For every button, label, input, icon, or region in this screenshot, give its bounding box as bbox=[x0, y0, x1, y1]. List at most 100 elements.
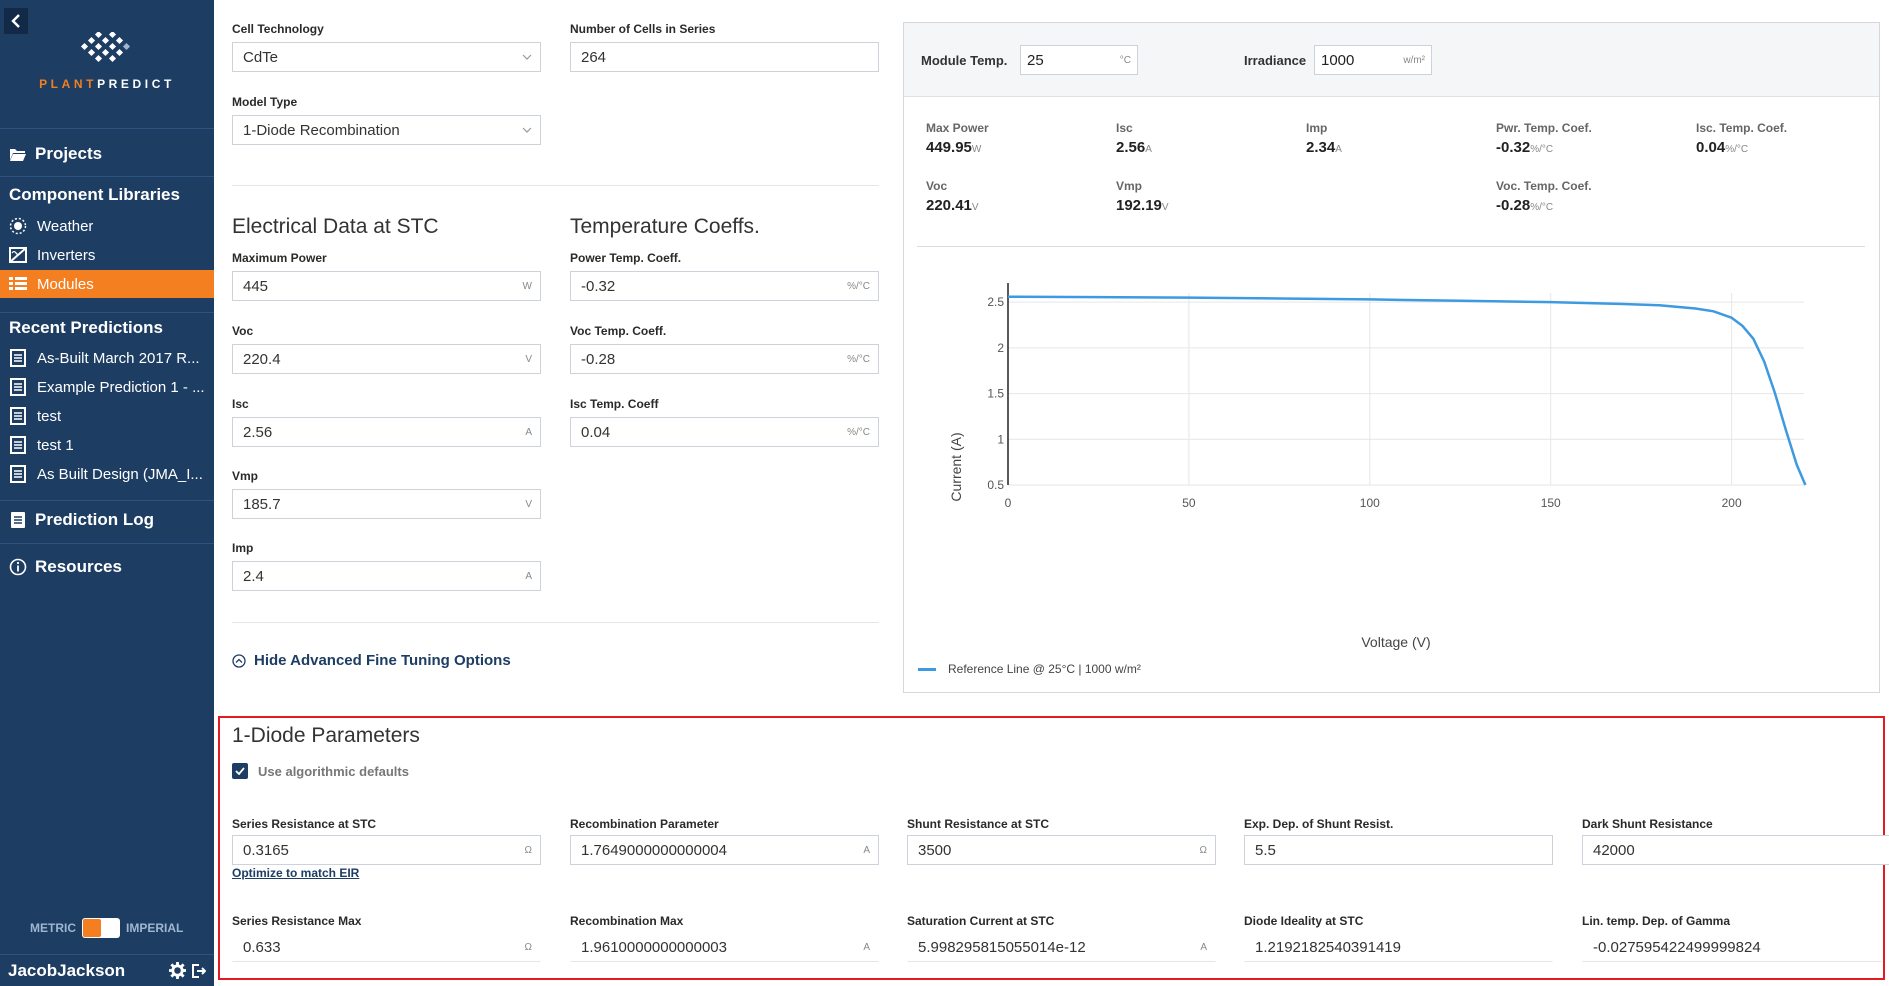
nav-prediction-log[interactable]: Prediction Log bbox=[9, 510, 154, 530]
saturation-current-label: Saturation Current at STC bbox=[907, 914, 1055, 928]
hide-advanced-options-link[interactable]: Hide Advanced Fine Tuning Options bbox=[232, 652, 511, 669]
stat-imp: Imp 2.34A bbox=[1306, 121, 1342, 156]
iv-curve-chart: 0 50 100 150 200 0.5 1 1.5 2 2.5 Voltage (V) Curr… bbox=[948, 283, 1807, 650]
shunt-resistance-label: Shunt Resistance at STC bbox=[907, 817, 1050, 831]
cells-in-series-label: Number of Cells in Series bbox=[570, 22, 716, 36]
model-type-select[interactable]: 1-Diode Recombination bbox=[232, 115, 541, 145]
cell-technology-label: Cell Technology bbox=[232, 22, 324, 36]
unit-toggle-switch[interactable] bbox=[82, 918, 120, 938]
logout-icon[interactable] bbox=[190, 963, 206, 979]
recent-prediction-item[interactable]: test bbox=[0, 402, 214, 430]
x-tick-label: 150 bbox=[1541, 496, 1561, 510]
module-temp-input[interactable]: 25 °C bbox=[1020, 45, 1138, 75]
dark-shunt-resistance-label: Dark Shunt Resistance bbox=[1582, 817, 1713, 831]
recent-prediction-item[interactable]: Example Prediction 1 - ... bbox=[0, 373, 214, 401]
exp-dep-shunt-input[interactable]: 5.5 bbox=[1244, 835, 1553, 865]
stat-isc: Isc 2.56A bbox=[1116, 121, 1152, 156]
collapse-sidebar-button[interactable] bbox=[4, 8, 28, 34]
document-icon bbox=[9, 465, 27, 483]
irradiance-input[interactable]: 1000 w/m² bbox=[1314, 45, 1432, 75]
nav-projects-label: Projects bbox=[35, 144, 103, 163]
divider bbox=[0, 312, 214, 313]
chevron-down-icon bbox=[522, 54, 532, 60]
gear-icon[interactable] bbox=[169, 962, 186, 979]
divider bbox=[0, 543, 214, 544]
isc-temp-coeff-label: Isc Temp. Coeff bbox=[570, 397, 659, 411]
y-tick-label: 1.5 bbox=[987, 387, 1004, 401]
nav-projects[interactable]: Projects bbox=[9, 144, 102, 164]
stat-voc-temp-coef: Voc. Temp. Coef. -0.28%/°C bbox=[1496, 179, 1592, 214]
vmp-input[interactable]: 185.7 V bbox=[232, 489, 541, 519]
recent-prediction-label: As-Built March 2017 R... bbox=[37, 349, 200, 367]
unit-system-toggle[interactable]: METRIC IMPERIAL bbox=[30, 918, 183, 938]
stat-max-power: Max Power 449.95W bbox=[926, 121, 989, 156]
sidebar-item-weather[interactable]: Weather bbox=[0, 212, 214, 240]
plantpredict-logo[interactable]: PLANTPREDICT bbox=[0, 32, 214, 91]
recent-prediction-label: As Built Design (JMA_I... bbox=[37, 465, 203, 483]
recent-prediction-item[interactable]: As Built Design (JMA_I... bbox=[0, 460, 214, 488]
divider bbox=[0, 128, 214, 129]
series-resistance-input[interactable]: 0.3165 Ω bbox=[232, 835, 541, 865]
dark-shunt-resistance-input[interactable]: 42000 bbox=[1582, 835, 1889, 865]
nav-resources[interactable]: Resources bbox=[9, 557, 122, 577]
recombination-parameter-input[interactable]: 1.7649000000000004 A bbox=[570, 835, 879, 865]
document-icon bbox=[9, 378, 27, 396]
exp-dep-shunt-label: Exp. Dep. of Shunt Resist. bbox=[1244, 817, 1394, 831]
recent-predictions-heading: Recent Predictions bbox=[9, 318, 163, 337]
sidebar-item-label: Modules bbox=[37, 275, 94, 293]
recent-prediction-item[interactable]: test 1 bbox=[0, 431, 214, 459]
sidebar-item-modules[interactable]: Modules bbox=[0, 270, 214, 298]
iv-curve-panel: Module Temp. 25 °C Irradiance 1000 w/m² Ma… bbox=[903, 22, 1880, 693]
saturation-current-value: 5.998295815055014e-12 A bbox=[907, 932, 1216, 962]
divider bbox=[0, 176, 214, 177]
max-power-input[interactable]: 445 W bbox=[232, 271, 541, 301]
hide-advanced-label: Hide Advanced Fine Tuning Options bbox=[254, 652, 511, 669]
stat-voc: Voc 220.41V bbox=[926, 179, 979, 214]
sidebar-item-label: Weather bbox=[37, 217, 94, 235]
document-icon bbox=[9, 407, 27, 425]
lin-temp-dep-gamma-label: Lin. temp. Dep. of Gamma bbox=[1582, 914, 1731, 928]
series-resistance-max-label: Series Resistance Max bbox=[232, 914, 362, 928]
y-tick-label: 1 bbox=[997, 432, 1004, 446]
metric-label: METRIC bbox=[30, 921, 76, 935]
chevron-down-icon bbox=[522, 127, 532, 133]
recent-prediction-item[interactable]: As-Built March 2017 R... bbox=[0, 344, 214, 372]
chart-legend[interactable]: Reference Line @ 25°C | 1000 w/m² bbox=[918, 662, 1141, 676]
nav-resources-label: Resources bbox=[35, 557, 122, 576]
stat-pwr-temp-coef: Pwr. Temp. Coef. -0.32%/°C bbox=[1496, 121, 1592, 156]
recent-prediction-label: test bbox=[37, 407, 62, 425]
divider bbox=[0, 500, 214, 501]
vmp-label: Vmp bbox=[232, 469, 259, 483]
cells-in-series-input[interactable]: 264 bbox=[570, 42, 879, 72]
document-icon bbox=[9, 436, 27, 454]
isc-input[interactable]: 2.56 A bbox=[232, 417, 541, 447]
sidebar: PLANTPREDICT Projects Component Librarie… bbox=[0, 0, 214, 986]
recombination-max-label: Recombination Max bbox=[570, 914, 684, 928]
legend-swatch bbox=[918, 667, 936, 671]
grid-list-icon bbox=[9, 275, 27, 293]
y-axis-label: Current (A) bbox=[948, 432, 964, 501]
model-type-label: Model Type bbox=[232, 95, 298, 109]
chevron-left-icon bbox=[11, 14, 20, 28]
series-resistance-label: Series Resistance at STC bbox=[232, 817, 377, 831]
x-axis-label: Voltage (V) bbox=[1361, 634, 1430, 650]
sidebar-item-inverters[interactable]: Inverters bbox=[0, 241, 214, 269]
x-tick-label: 0 bbox=[1005, 496, 1012, 510]
use-defaults-label: Use algorithmic defaults bbox=[258, 763, 409, 779]
use-algorithmic-defaults-checkbox[interactable]: Use algorithmic defaults bbox=[232, 763, 409, 779]
isc-temp-coeff-input[interactable]: 0.04 %/°C bbox=[570, 417, 879, 447]
imp-input[interactable]: 2.4 A bbox=[232, 561, 541, 591]
cell-technology-select[interactable]: CdTe bbox=[232, 42, 541, 72]
voc-temp-coeff-input[interactable]: -0.28 %/°C bbox=[570, 344, 879, 374]
component-libraries-heading: Component Libraries bbox=[9, 185, 180, 204]
shunt-resistance-input[interactable]: 3500 Ω bbox=[907, 835, 1216, 865]
stat-vmp: Vmp 192.19V bbox=[1116, 179, 1169, 214]
voc-input[interactable]: 220.4 V bbox=[232, 344, 541, 374]
stat-isc-temp-coef: Isc. Temp. Coef. 0.04%/°C bbox=[1696, 121, 1788, 156]
diode-parameters-title: 1-Diode Parameters bbox=[232, 724, 420, 747]
power-temp-coeff-input[interactable]: -0.32 %/°C bbox=[570, 271, 879, 301]
document-icon bbox=[9, 349, 27, 367]
legend-label: Reference Line @ 25°C | 1000 w/m² bbox=[948, 662, 1141, 676]
iv-curve-line bbox=[1007, 295, 1807, 486]
optimize-eir-link[interactable]: Optimize to match EIR bbox=[232, 866, 360, 880]
